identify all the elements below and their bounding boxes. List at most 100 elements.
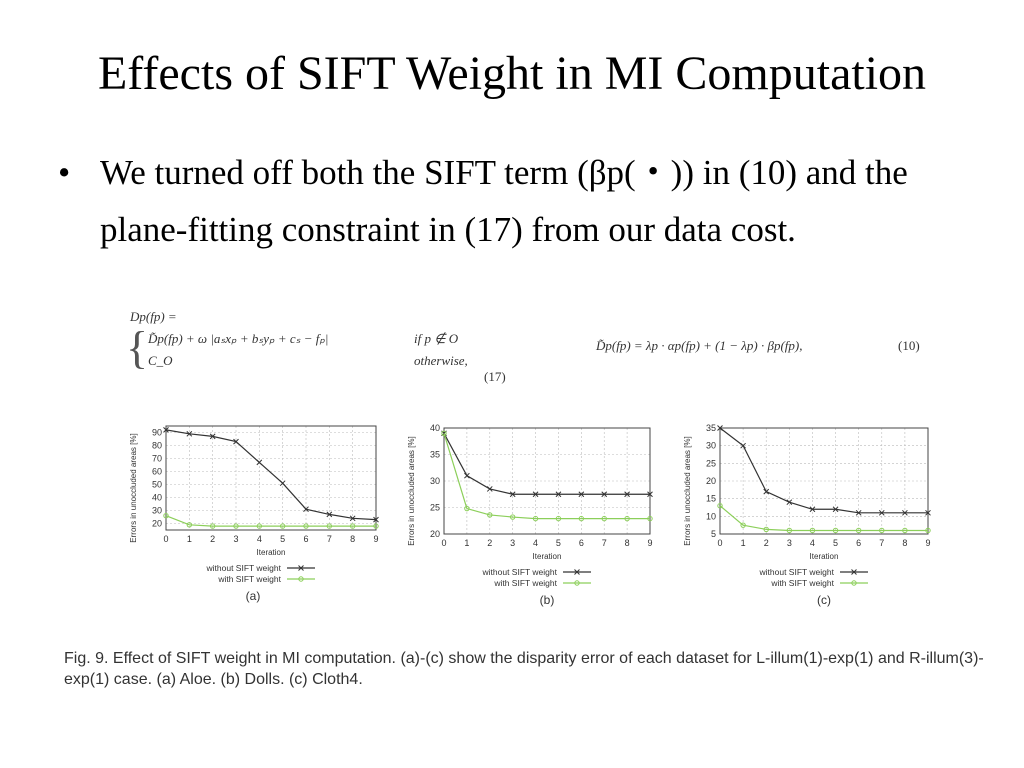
panel-c-series-line-with-sift [719,505,928,532]
panel-b-xtick-label: 9 [647,538,652,548]
panel-a-point-without-sift [349,515,356,522]
panel-b-point-with-sift [624,515,630,522]
figure-caption: Fig. 9. Effect of SIFT weight in MI comp… [64,650,984,688]
panel-a-legend-marker [298,576,304,582]
panel-c-point-without-sift [740,442,746,449]
panel-b-ytick-label: 30 [430,476,440,486]
panel-b-point-without-sift [532,491,539,498]
panel-b-point-with-sift [487,512,493,518]
panel-c-point-with-sift [832,527,839,534]
panel-c-xlabel: Iteration [810,552,839,561]
panel-b-ylabel: Errors in unoccluded areas [%] [407,436,416,545]
panel-b-ytick-label: 20 [430,529,440,539]
eq17-case1: D̃p(fp) + ω |aₛxₚ + bₛyₚ + cₛ − fₚ| [148,331,329,346]
panel-c-xtick-label: 4 [810,538,815,548]
panel-a-series-line-without-sift [165,429,377,521]
panel-a-legend-label: without SIFT weight [206,563,282,573]
panel-c-xtick-label: 7 [879,538,884,548]
eq17-brace: { [126,322,149,373]
bullet-text: We turned off both the SIFT term (βp(・))… [100,153,908,249]
panel-a-point-with-sift [209,523,216,529]
panel-b-xlabel: Iteration [533,552,562,561]
panel-b-label: (b) [540,593,555,607]
panel-a-point-without-sift [256,459,263,466]
panel-b-legend-label: with SIFT weight [493,578,557,588]
panel-a-xtick-label: 1 [187,534,192,544]
panel-a-xtick-label: 9 [373,534,378,544]
equation-10: D̃p(fp) = λp · αp(fp) + (1 − λp) · βp(fp… [596,338,936,354]
panel-b-series-line-without-sift [443,433,650,495]
panel-a-point-without-sift [303,506,309,513]
panel-c-point-with-sift [740,522,746,528]
panel-a-ytick-label: 40 [152,493,162,503]
panel-c-point-with-sift [763,526,769,533]
panel-c-point-without-sift [878,509,885,516]
panel-c-legend-label: without SIFT weight [759,567,835,577]
panel-a-point-without-sift [163,427,169,433]
panel-b-xtick-label: 0 [441,538,446,548]
panel-a-series-line-with-sift [165,515,376,527]
panel-c-point-without-sift [809,506,816,513]
panel-b-point-with-sift [464,505,470,512]
panel-b-point-with-sift [441,430,447,436]
panel-c-label: (c) [817,593,831,607]
panel-a-point-with-sift [279,523,286,529]
panel-b-point-without-sift [624,491,630,498]
panel-a-point-with-sift [233,523,239,529]
panel-b-point-with-sift [509,514,516,520]
panel-a-legend-label: with SIFT weight [217,574,281,584]
panel-c-point-without-sift [832,506,839,513]
panel-a-xtick-label: 0 [163,534,168,544]
eq17-number: (17) [484,369,506,384]
panel-c-ytick-label: 20 [706,476,716,486]
panel-b-xtick-label: 2 [487,538,492,548]
panel-c-point-with-sift [879,527,885,534]
panel-b-xtick-label: 5 [556,538,561,548]
panel-b-ytick-label: 25 [430,503,440,513]
panel-c-ytick-label: 10 [706,511,716,521]
panel-c-ytick-label: 25 [706,458,716,468]
panel-c-legend-label: with SIFT weight [770,578,834,588]
panel-b-point-with-sift [647,515,653,522]
panel-b-point-without-sift [509,491,516,498]
panel-b-ytick-label: 40 [430,423,440,433]
panel-b-legend-marker [574,569,580,575]
panel-a-point-without-sift [209,433,216,440]
panel-b-series-line-with-sift [443,433,650,520]
panel-b-point-with-sift [555,515,562,522]
eq17-cond2: otherwise, [414,353,468,368]
panel-c-xtick-label: 0 [717,538,722,548]
equation-17: Dp(fp) = { D̃p(fp) + ω |aₛxₚ + bₛyₚ + cₛ… [118,307,518,391]
eq17-lhs: Dp(fp) = [130,309,177,324]
panel-a-label: (a) [246,589,261,603]
panel-a-xtick-label: 5 [280,534,285,544]
panel-c-ylabel: Errors in unoccluded areas [%] [683,436,692,545]
panel-a-point-without-sift [373,516,379,523]
panel-a-ytick-label: 90 [152,428,162,438]
panel-b-point-with-sift [532,515,539,522]
slide-title: Effects of SIFT Weight in MI Computation [97,47,927,100]
panel-a-xtick-label: 6 [303,534,308,544]
panel-c-xtick-label: 8 [902,538,907,548]
panel-c-point-without-sift [925,509,931,516]
eq17-case2: C_O [148,353,173,368]
panel-c-ytick-label: 15 [706,494,716,504]
panel-b-point-without-sift [578,491,585,498]
panel-c-point-with-sift [809,527,816,534]
panel-a-point-with-sift [326,523,333,529]
panel-c-xtick-label: 9 [925,538,930,548]
panel-a-ytick-label: 70 [152,454,162,464]
panel-a-point-with-sift [373,523,379,529]
panel-c-ytick-label: 35 [706,423,716,433]
panel-a-xtick-label: 8 [350,534,355,544]
panel-c-point-without-sift [902,509,908,516]
panel-a-ytick-label: 30 [152,506,162,516]
panel-b-point-without-sift [647,491,653,498]
panel-a-point-with-sift [163,513,169,519]
panel-c-xtick-label: 1 [741,538,746,548]
panel-a-point-with-sift [186,522,193,528]
panel-c-point-with-sift [786,527,793,534]
eq10-number: (10) [898,338,920,353]
panel-c-legend-marker [851,580,857,586]
